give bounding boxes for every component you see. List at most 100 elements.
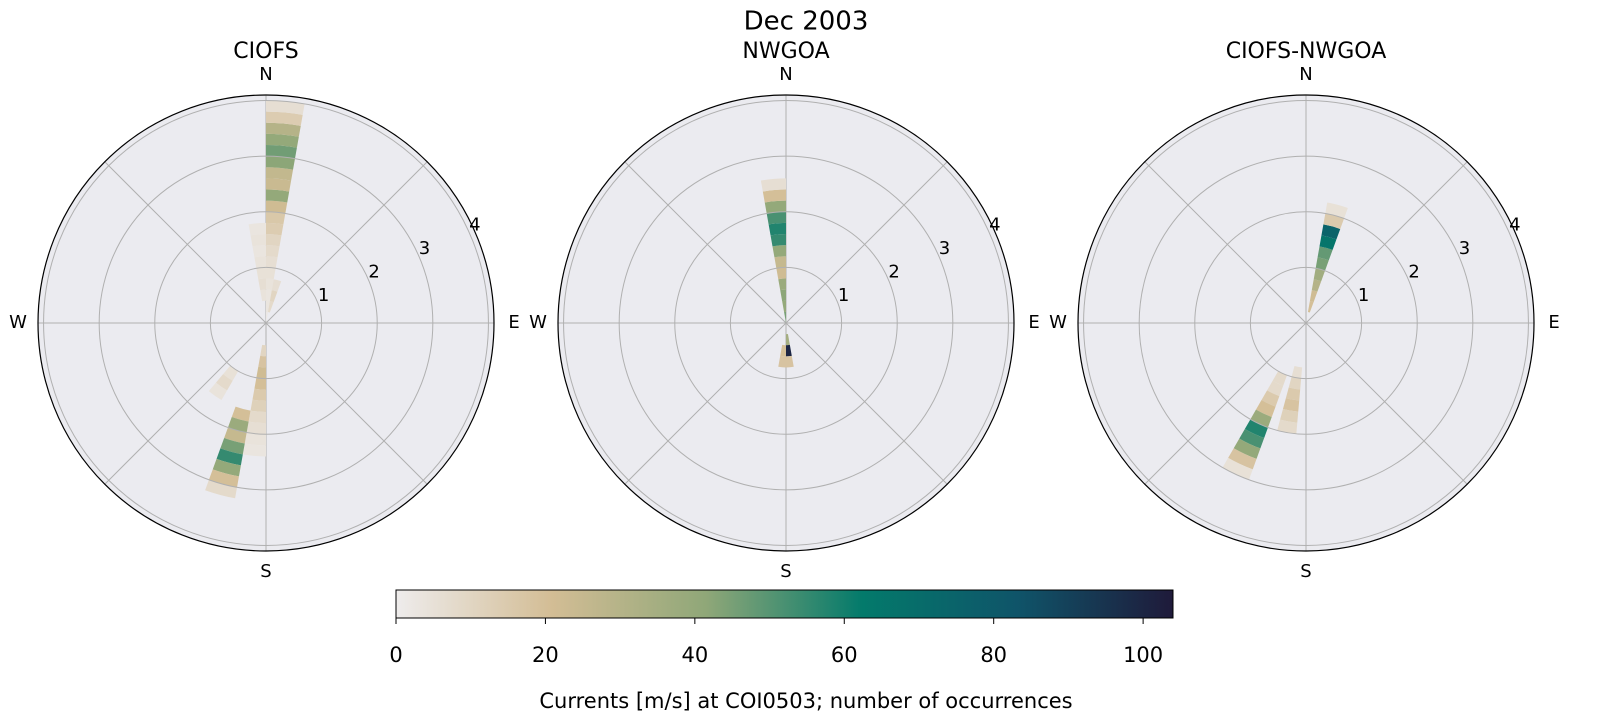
- histogram-cell: [266, 156, 295, 170]
- radial-grid-line: [154, 211, 378, 435]
- histogram-cell: [1291, 365, 1303, 379]
- colorbar-tick-label: 20: [532, 643, 559, 667]
- radial-tick-label: 3: [939, 238, 950, 259]
- histogram-cell: [223, 365, 239, 381]
- direction-label: S: [780, 561, 791, 582]
- radial-grid-line: [563, 100, 1009, 546]
- histogram-cell: [782, 300, 786, 313]
- radial-grid-line: [618, 155, 954, 491]
- histogram-cell: [770, 234, 786, 247]
- colorbar-tick-label: 60: [831, 643, 858, 667]
- histogram-cell: [1267, 380, 1284, 397]
- angular-grid-line: [624, 322, 787, 485]
- radial-grid-line: [1194, 211, 1418, 435]
- histogram-cell: [778, 355, 786, 368]
- histogram-cell: [266, 178, 292, 192]
- histogram-cell: [766, 211, 786, 225]
- histogram-cell: [778, 278, 786, 291]
- histogram-cell: [1321, 224, 1341, 240]
- histogram-cell: [231, 406, 251, 422]
- histogram-cell: [242, 443, 266, 457]
- histogram-cell: [258, 355, 266, 368]
- direction-label: E: [1548, 312, 1559, 333]
- histogram-cell: [786, 355, 794, 368]
- colorbar-tick-label: 40: [681, 643, 708, 667]
- histogram-cell: [256, 366, 266, 379]
- radial-tick-label: 4: [989, 215, 1000, 236]
- histogram-cell: [208, 382, 228, 401]
- histogram-cell: [1285, 387, 1301, 401]
- radial-grid-line: [1138, 155, 1474, 491]
- histogram-cell: [780, 344, 786, 357]
- colorbar-tick-label: 0: [389, 643, 402, 667]
- histogram-cell: [784, 311, 786, 323]
- direction-label: S: [1300, 561, 1311, 582]
- histogram-cell: [1255, 400, 1276, 418]
- polar-frame: [1077, 94, 1535, 552]
- histogram-cell: [266, 278, 274, 291]
- histogram-cell: [266, 289, 272, 302]
- histogram-cell: [258, 278, 266, 291]
- histogram-cell: [266, 234, 282, 247]
- radial-tick-label: 3: [1459, 238, 1470, 259]
- histogram-cell: [269, 290, 278, 303]
- colorbar: [395, 589, 1174, 619]
- histogram-cell: [762, 189, 786, 203]
- histogram-cell: [1222, 457, 1253, 480]
- histogram-cell: [266, 245, 280, 258]
- histogram-cell: [768, 222, 786, 236]
- direction-label: E: [1028, 312, 1039, 333]
- histogram-cell: [252, 388, 266, 401]
- histogram-cell: [266, 200, 288, 214]
- angular-grid-line: [104, 322, 267, 485]
- histogram-cell: [1317, 246, 1333, 261]
- angular-grid-line: [785, 161, 948, 324]
- histogram-cell: [266, 111, 303, 126]
- angular-grid-line: [1144, 161, 1307, 324]
- direction-label: N: [259, 64, 272, 85]
- histogram-cell: [248, 410, 266, 424]
- radial-grid-line: [1083, 100, 1529, 546]
- histogram-cell: [1277, 419, 1298, 434]
- radial-grid-line: [674, 211, 898, 435]
- angular-grid-line: [624, 161, 787, 324]
- histogram-cell: [1250, 409, 1272, 428]
- histogram-cell: [786, 344, 792, 357]
- angular-grid-line: [1305, 161, 1468, 324]
- histogram-cell: [266, 256, 278, 269]
- radial-tick-label: 2: [368, 262, 379, 283]
- colorbar-tick-label: 100: [1123, 643, 1163, 667]
- histogram-cell: [266, 167, 294, 181]
- radial-grid-line: [98, 155, 434, 491]
- histogram-cell: [246, 421, 266, 435]
- angular-grid-line: [785, 322, 948, 485]
- radial-grid-line: [729, 266, 843, 380]
- direction-label: W: [529, 312, 547, 333]
- histogram-cell: [220, 437, 245, 455]
- histogram-cell: [266, 145, 297, 159]
- angular-grid-line: [1144, 322, 1307, 485]
- polar-frame: [557, 94, 1015, 552]
- histogram-cell: [212, 458, 241, 477]
- radial-grid-line: [1249, 266, 1363, 380]
- histogram-cell: [254, 256, 266, 269]
- histogram-cell: [271, 279, 282, 292]
- histogram-cell: [1311, 279, 1322, 292]
- angular-grid-line: [265, 322, 428, 485]
- histogram-cell: [760, 178, 786, 192]
- histogram-cell: [1315, 257, 1329, 271]
- histogram-cell: [254, 377, 266, 390]
- direction-label: N: [1299, 64, 1312, 85]
- histogram-cell: [244, 432, 266, 446]
- histogram-cell: [1239, 428, 1265, 449]
- histogram-cell: [266, 222, 284, 236]
- colorbar-tick-label: 80: [980, 643, 1007, 667]
- direction-label: W: [1049, 312, 1067, 333]
- histogram-cell: [266, 311, 268, 323]
- radial-tick-label: 1: [838, 285, 849, 306]
- direction-label: S: [260, 561, 271, 582]
- angular-grid-line: [104, 161, 267, 324]
- histogram-cell: [1309, 290, 1318, 303]
- subplot-title: NWGOA: [742, 39, 829, 64]
